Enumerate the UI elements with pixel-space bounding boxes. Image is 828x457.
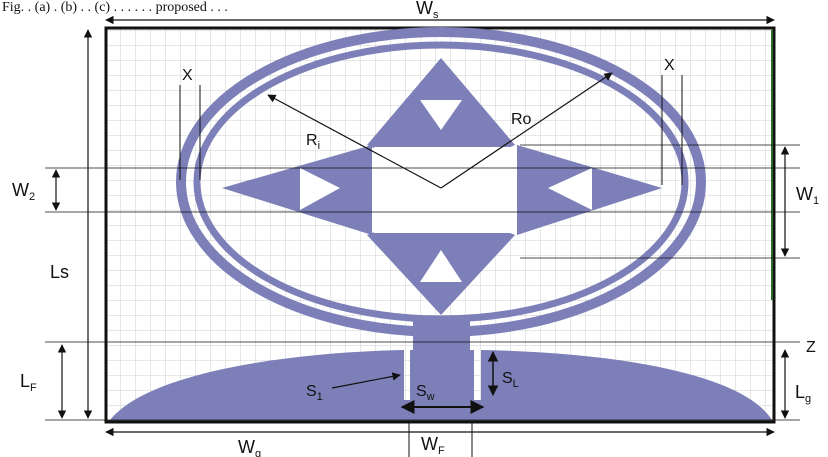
- left-diamond: [222, 145, 372, 235]
- label-sw: Sw: [416, 383, 435, 403]
- s1-arrow: [331, 372, 401, 389]
- label-lg: Lg: [795, 382, 811, 405]
- label-wf: WF: [421, 434, 445, 457]
- label-w1: W1: [796, 184, 819, 207]
- label-wg: Wg: [238, 437, 261, 457]
- top-notch: [420, 100, 462, 130]
- caption-fragment: Fig. . (a) . (b) . . (c) . . . . . . pro…: [2, 0, 228, 15]
- label-ws: Ws: [416, 0, 439, 21]
- left-notch: [300, 168, 340, 210]
- label-x-right: X: [664, 57, 675, 74]
- ri-line: [267, 94, 442, 189]
- label-ro: Ro: [511, 111, 532, 128]
- center-square-inner: [374, 147, 515, 233]
- label-x-left: X: [182, 67, 193, 84]
- label-ls: Ls: [50, 262, 69, 282]
- label-ri: Ri: [306, 132, 320, 152]
- label-lf: LF: [20, 371, 37, 394]
- bottom-notch: [420, 250, 462, 282]
- label-w2: W2: [12, 180, 35, 203]
- label-z: Z: [806, 339, 816, 356]
- feed-line: [413, 318, 470, 400]
- right-notch: [548, 168, 592, 210]
- label-s1: S1: [306, 383, 323, 403]
- label-sl: SL: [502, 370, 519, 390]
- ro-line: [440, 72, 613, 189]
